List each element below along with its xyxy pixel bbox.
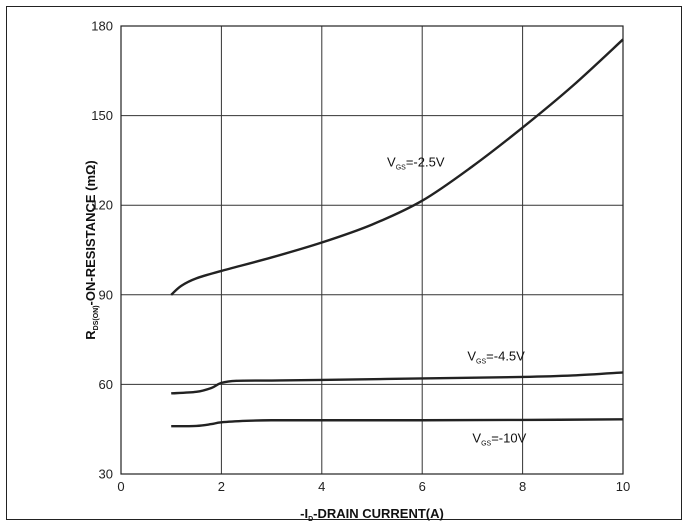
x-tick-label: 4: [318, 479, 325, 494]
series-label-2: VGS=-4.5V: [467, 349, 525, 366]
series-label-1: VGS=-2.5V: [387, 154, 445, 171]
y-tick-label: 60: [99, 377, 113, 392]
x-tick-label: 0: [117, 479, 124, 494]
y-tick-label: 120: [91, 198, 113, 213]
series-line-3: [171, 418, 624, 428]
y-tick-label: 30: [99, 467, 113, 482]
plot-area: [120, 25, 624, 475]
series-line-1: [170, 38, 624, 296]
x-tick-label: 8: [519, 479, 526, 494]
curves: [170, 38, 624, 428]
tick-labels: 0 2 4 6 8 10 30 60 90 120 150 180: [91, 19, 630, 495]
y-axis-title: RDS(ON)-ON-RESISTANCE (mΩ): [83, 160, 100, 340]
x-tick-label: 2: [218, 479, 225, 494]
x-tick-label: 6: [419, 479, 426, 494]
x-axis-title: -ID-DRAIN CURRENT(A): [300, 506, 444, 523]
chart-frame: [6, 6, 682, 520]
y-tick-label: 150: [91, 108, 113, 123]
grid: [120, 25, 624, 475]
series-line-2: [171, 371, 624, 395]
curve-labels: VGS=-2.5V VGS=-4.5V VGS=-10V: [387, 154, 527, 447]
x-tick-label: 10: [616, 479, 630, 494]
series-label-3: VGS=-10V: [472, 431, 526, 448]
y-tick-label: 90: [99, 287, 113, 302]
y-tick-label: 180: [91, 19, 113, 34]
